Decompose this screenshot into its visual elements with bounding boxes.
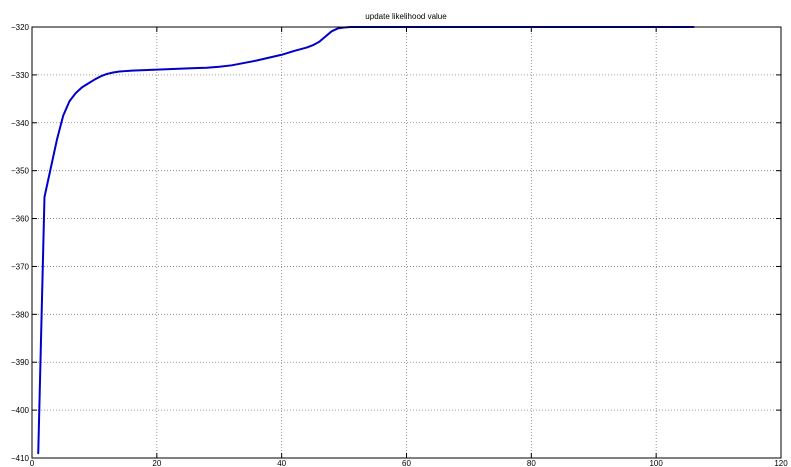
y-tick-label: −370 [11,262,30,271]
x-tick-label: 20 [152,459,161,467]
x-tick-label: 100 [649,459,663,467]
grid-lines [32,27,781,458]
chart-title: update likelihood value [365,12,447,21]
y-tick-label: −330 [11,71,30,80]
plot-background [32,27,781,458]
y-tick-label: −380 [11,310,30,319]
y-tick-label: −340 [11,119,30,128]
x-tick-label: 0 [30,459,35,467]
y-tick-label: −410 [11,454,30,463]
x-tick-label: 40 [277,459,286,467]
x-tick-label: 60 [402,459,411,467]
y-tick-label: −400 [11,406,30,415]
x-tick-label: 80 [527,459,536,467]
tick-layer: 0 20 40 60 80 100 120 −320 −330 −340 −350 −360 −370 −… [11,23,788,467]
y-tick-label: −350 [11,167,30,176]
y-tick-label: −320 [11,23,30,32]
x-tick-label: 120 [774,459,788,467]
y-tick-label: −360 [11,215,30,224]
y-tick-label: −390 [11,358,30,367]
